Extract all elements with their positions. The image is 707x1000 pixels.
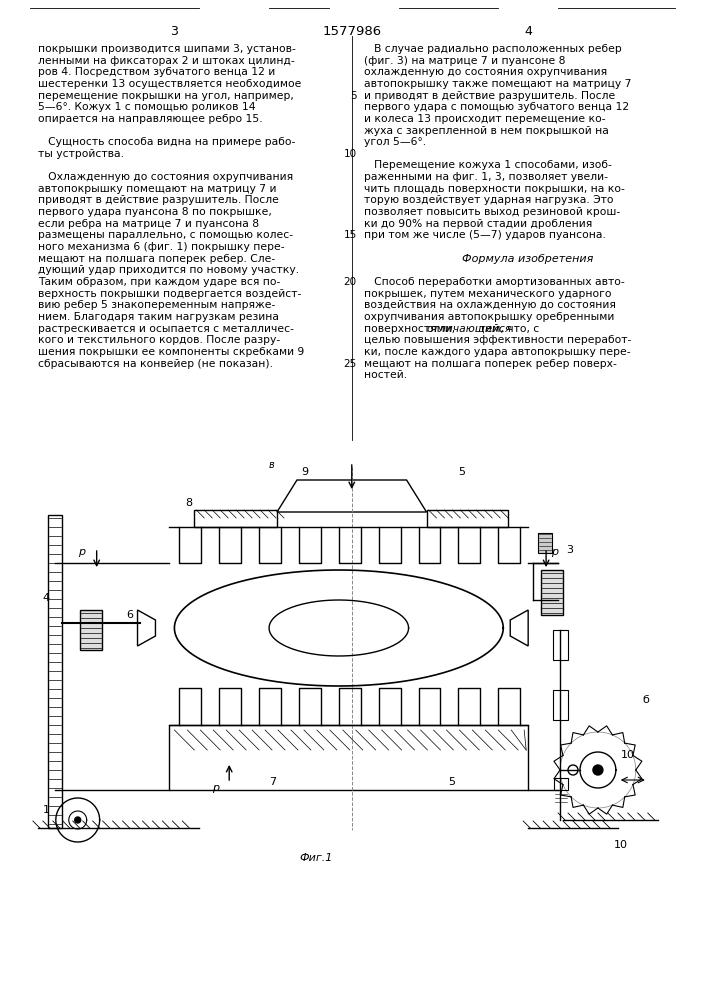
Text: покрышек, путем механического ударного: покрышек, путем механического ударного (363, 289, 612, 299)
Text: 8: 8 (185, 498, 192, 508)
Text: дующий удар приходится по новому участку.: дующий удар приходится по новому участку… (38, 265, 299, 275)
Bar (48, 515, 62, 828)
Bar (553, 690, 568, 720)
Text: кого и текстильного кордов. После разру-: кого и текстильного кордов. После разру- (38, 335, 280, 345)
Text: ров 4. Посредством зубчатого венца 12 и: ров 4. Посредством зубчатого венца 12 и (38, 67, 275, 77)
Text: 1: 1 (43, 805, 50, 815)
Text: шестеренки 13 осуществляется необходимое: шестеренки 13 осуществляется необходимое (38, 79, 301, 89)
Text: В случае радиально расположенных ребер: В случае радиально расположенных ребер (363, 44, 621, 54)
Text: автопокрышку помещают на матрицу 7 и: автопокрышку помещают на матрицу 7 и (38, 184, 276, 194)
Text: 10: 10 (621, 750, 635, 760)
Text: охлажденную до состояния охрупчивания: охлажденную до состояния охрупчивания (363, 67, 607, 77)
Text: 9: 9 (301, 467, 308, 477)
Text: приводят в действие разрушитель. После: приводят в действие разрушитель. После (38, 195, 279, 205)
Text: 25: 25 (344, 359, 357, 369)
Text: поверхностями,: поверхностями, (363, 324, 458, 334)
Text: покрышки производится шипами 3, установ-: покрышки производится шипами 3, установ- (38, 44, 296, 54)
Text: первого удара пуансона 8 по покрышке,: первого удара пуансона 8 по покрышке, (38, 207, 271, 217)
Bar (80, 610, 102, 650)
Text: ки, после каждого удара автопокрышку пере-: ки, после каждого удара автопокрышку пер… (363, 347, 631, 357)
Text: 3: 3 (566, 545, 573, 555)
Text: если ребра на матрице 7 и пуансона 8: если ребра на матрице 7 и пуансона 8 (38, 219, 259, 229)
Text: торую воздействует ударная нагрузка. Это: торую воздействует ударная нагрузка. Это (363, 195, 613, 205)
Text: воздействия на охлажденную до состояния: воздействия на охлажденную до состояния (363, 300, 616, 310)
Text: Таким образом, при каждом ударе вся по-: Таким образом, при каждом ударе вся по- (38, 277, 280, 287)
Text: охрупчивания автопокрышку оребренными: охрупчивания автопокрышку оребренными (363, 312, 614, 322)
Bar (541, 570, 563, 615)
Text: сбрасываются на конвейер (не показан).: сбрасываются на конвейер (не показан). (38, 359, 273, 369)
Circle shape (593, 765, 603, 775)
Text: ленными на фиксаторах 2 и штоках цилинд-: ленными на фиксаторах 2 и штоках цилинд- (38, 56, 295, 66)
Text: р: р (551, 547, 559, 557)
Text: р: р (78, 547, 85, 557)
Text: 6: 6 (127, 610, 134, 620)
Text: 4: 4 (524, 25, 532, 38)
Text: 3: 3 (170, 25, 178, 38)
Text: нием. Благодаря таким нагрузкам резина: нием. Благодаря таким нагрузкам резина (38, 312, 279, 322)
Text: отличающийся: отличающийся (426, 324, 511, 334)
Text: и колеса 13 происходит перемещение ко-: и колеса 13 происходит перемещение ко- (363, 114, 605, 124)
Text: жуха с закрепленной в нем покрышкой на: жуха с закрепленной в нем покрышкой на (363, 126, 609, 136)
Text: 5: 5 (458, 467, 465, 477)
Bar (538, 533, 552, 553)
Text: растрескивается и осыпается с металличес-: растрескивается и осыпается с металличес… (38, 324, 294, 334)
Text: 5: 5 (448, 777, 455, 787)
Text: угол 5—6°.: угол 5—6°. (363, 137, 426, 147)
Text: размещены параллельно, с помощью колес-: размещены параллельно, с помощью колес- (38, 230, 293, 240)
Text: шения покрышки ее компоненты скребками 9: шения покрышки ее компоненты скребками 9 (38, 347, 304, 357)
Bar (553, 630, 568, 660)
Text: р: р (212, 783, 219, 793)
Text: 4: 4 (43, 593, 50, 603)
Text: мещают на полшага поперек ребер поверх-: мещают на полшага поперек ребер поверх- (363, 359, 617, 369)
Text: при том же числе (5—7) ударов пуансона.: при том же числе (5—7) ударов пуансона. (363, 230, 606, 240)
Text: позволяет повысить выход резиновой крош-: позволяет повысить выход резиновой крош- (363, 207, 620, 217)
Text: автопокрышку также помещают на матрицу 7: автопокрышку также помещают на матрицу 7 (363, 79, 631, 89)
Text: 10: 10 (614, 840, 628, 850)
Text: 15: 15 (344, 230, 357, 240)
Text: Формула изобретения: Формула изобретения (462, 254, 594, 264)
Text: опирается на направляющее ребро 15.: опирается на направляющее ребро 15. (38, 114, 262, 124)
Text: чить площадь поверхности покрышки, на ко-: чить площадь поверхности покрышки, на ко… (363, 184, 624, 194)
Text: (фиг. 3) на матрице 7 и пуансоне 8: (фиг. 3) на матрице 7 и пуансоне 8 (363, 56, 565, 66)
Text: целью повышения эффективности переработ-: целью повышения эффективности переработ- (363, 335, 631, 345)
Text: 10: 10 (344, 149, 357, 159)
Text: Сущность способа видна на примере рабо-: Сущность способа видна на примере рабо- (38, 137, 296, 147)
Text: раженными на фиг. 1, 3, позволяет увели-: раженными на фиг. 1, 3, позволяет увели- (363, 172, 608, 182)
Text: перемещение покрышки на угол, например,: перемещение покрышки на угол, например, (38, 91, 293, 101)
Text: Фиг.1: Фиг.1 (299, 853, 332, 863)
Text: ты устройства.: ты устройства. (38, 149, 124, 159)
Text: 1577986: 1577986 (322, 25, 381, 38)
Text: б: б (643, 695, 650, 705)
Text: ностей.: ностей. (363, 370, 407, 380)
Text: Способ переработки амортизованных авто-: Способ переработки амортизованных авто- (363, 277, 624, 287)
Text: 7: 7 (269, 777, 276, 787)
Text: первого удара с помощью зубчатого венца 12: первого удара с помощью зубчатого венца … (363, 102, 629, 112)
Text: Перемещение кожуха 1 способами, изоб-: Перемещение кожуха 1 способами, изоб- (363, 160, 612, 170)
Circle shape (75, 817, 81, 823)
Text: Охлажденную до состояния охрупчивания: Охлажденную до состояния охрупчивания (38, 172, 293, 182)
Bar (170, 725, 528, 790)
Text: ки до 90% на первой стадии дробления: ки до 90% на первой стадии дробления (363, 219, 592, 229)
Text: тем, что, с: тем, что, с (477, 324, 539, 334)
Text: мещают на полшага поперек ребер. Сле-: мещают на полшага поперек ребер. Сле- (38, 254, 275, 264)
Text: вию ребер 5 знакопеременным напряже-: вию ребер 5 знакопеременным напряже- (38, 300, 275, 310)
Text: ного механизма 6 (фиг. 1) покрышку пере-: ного механизма 6 (фиг. 1) покрышку пере- (38, 242, 284, 252)
Text: в: в (269, 460, 275, 470)
Text: 5—6°. Кожух 1 с помощью роликов 14: 5—6°. Кожух 1 с помощью роликов 14 (38, 102, 255, 112)
Bar (554, 778, 568, 790)
Text: и приводят в действие разрушитель. После: и приводят в действие разрушитель. После (363, 91, 615, 101)
Text: верхность покрышки подвергается воздейст-: верхность покрышки подвергается воздейст… (38, 289, 301, 299)
Text: 5: 5 (350, 91, 357, 101)
Text: 20: 20 (344, 277, 357, 287)
